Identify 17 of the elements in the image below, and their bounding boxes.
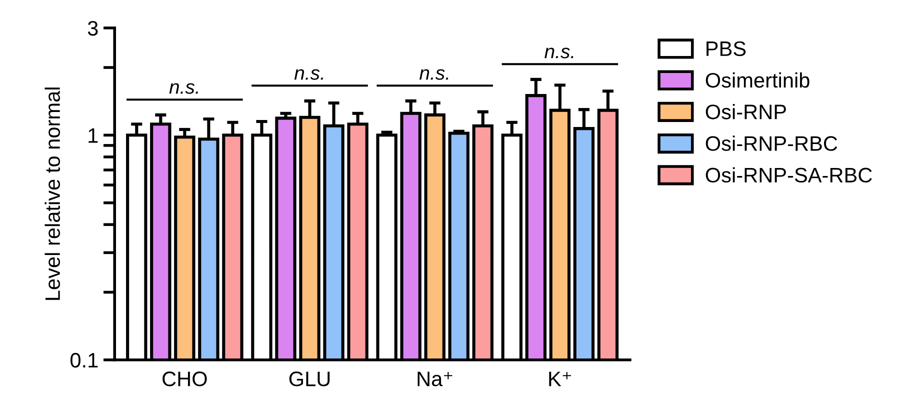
- x-tick-label: K⁺: [549, 372, 571, 386]
- legend-label: Osi-RNP-RBC: [706, 136, 838, 151]
- legend-label: Osi-RNP: [706, 104, 786, 120]
- annotation: n.s.: [294, 69, 324, 80]
- y-axis-title: Level relative to normal: [44, 88, 60, 300]
- x-tick-label: Na⁺: [418, 372, 452, 386]
- annotation: n.s.: [420, 69, 448, 80]
- x-tick-label: GLU: [289, 372, 330, 386]
- legend-label: Osi-RNP-SA-RBC: [706, 167, 872, 183]
- y-tick-label: 0.1: [70, 352, 98, 368]
- legend-label: Osimertinib: [706, 72, 810, 88]
- y-tick-label: 3: [88, 20, 98, 36]
- legend-label: PBS: [706, 41, 746, 56]
- annotation: n.s.: [169, 83, 198, 94]
- annotation: n.s.: [544, 48, 574, 58]
- y-tick-label: 1: [88, 128, 98, 143]
- x-tick-label: CHO: [162, 372, 207, 386]
